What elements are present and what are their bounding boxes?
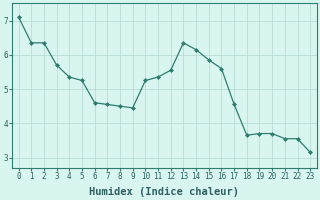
X-axis label: Humidex (Indice chaleur): Humidex (Indice chaleur) <box>89 186 239 197</box>
